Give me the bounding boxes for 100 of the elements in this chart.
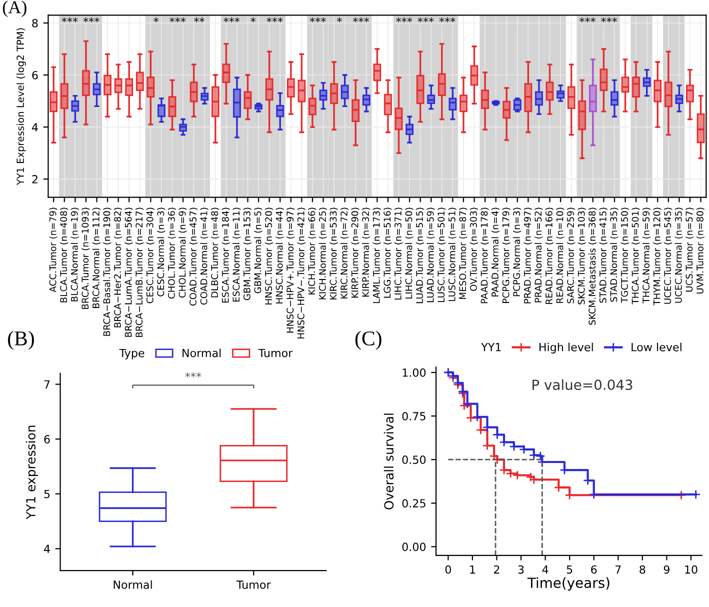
x-tick-label: MESO.Tumor (n=87) — [459, 208, 468, 299]
band-label: *** — [266, 17, 283, 22]
x-tick-label: ESCA.Normal (n=11) — [232, 208, 241, 302]
band-label: *** — [170, 17, 186, 22]
chart-title: (B) — [8, 330, 34, 350]
legend-label: Low level — [632, 342, 682, 352]
x-tick-label: BRCA−Her2.Tumor (n=82) — [114, 208, 122, 328]
x-tick-label: 7 — [616, 565, 621, 574]
y-tick-label: 0.75 — [402, 412, 426, 420]
x-tick-label: BLCA.Normal (n=19) — [70, 208, 79, 302]
x-tick-label: OV.Tumor (n=303) — [470, 208, 478, 291]
legend-label: High level — [539, 342, 593, 354]
annotation: P value=0.043 — [532, 379, 632, 390]
x-tick-label: COAD.Tumor (n=457) — [189, 208, 198, 306]
annotation: *** — [185, 372, 202, 378]
x-tick-label: BRCA−LumB.Tumor (n=217) — [135, 208, 144, 337]
x-tick-label: READ.Normal (n=10) — [556, 208, 564, 303]
x-tick-label: KIRC.Normal (n=72) — [340, 208, 349, 298]
x-tick-label: CESC.Normal (n=3) — [157, 208, 166, 296]
band-label: *** — [224, 17, 240, 22]
x-tick-label: COAD.Normal (n=41) — [200, 208, 208, 305]
legend-label: Tumor — [258, 348, 293, 358]
legend-title: YY1 — [481, 343, 501, 352]
x-tick-label: CHOL.Normal (n=9) — [178, 208, 187, 298]
y-tick-label: 6 — [32, 70, 38, 80]
x-tick-label: STAD.Tumor (n=415) — [599, 208, 608, 303]
y-tick-label: 0.00 — [402, 542, 426, 552]
x-tick-label: UCEC.Tumor (n=545) — [664, 208, 672, 304]
y-tick-label: 2 — [32, 175, 38, 184]
band-label: *** — [418, 17, 434, 22]
band-label: *** — [601, 17, 618, 22]
x-tick-label: HNSC−HPV−.Tumor (n=421) — [297, 208, 306, 338]
x-tick-label: UVM.Tumor (n=80) — [696, 208, 705, 294]
x-tick-label: HNSC.Normal (n=44) — [276, 208, 284, 304]
band-label: * — [154, 17, 159, 22]
band-label: *** — [580, 17, 596, 22]
chart-title: (A) — [2, 0, 26, 17]
x-tick-label: LGG.Tumor (n=516) — [384, 208, 392, 298]
x-tick-label: THCA.Normal (n=59) — [642, 208, 651, 304]
x-tick-label: UCEC.Normal (n=35) — [674, 208, 683, 303]
x-tick-label: KICH.Normal (n=25) — [318, 208, 327, 300]
x-tick-label: HNSC.Tumor (n=520) — [264, 208, 274, 304]
x-tick-label: SARC.Tumor (n=259) — [566, 208, 576, 304]
y-tick-label: 0.25 — [402, 499, 426, 508]
y-axis-title: YY1 Expression Level (log2 TPM) — [16, 28, 26, 186]
x-tick-label: PRAD.Tumor (n=497) — [524, 208, 532, 304]
x-tick-label: THYM.Tumor (n=120) — [653, 208, 662, 306]
x-tick-label: BRCA.Tumor (n=1093) — [82, 208, 90, 309]
x-tick-label: SKCM.Metastasis (n=368) — [588, 208, 597, 325]
band-label: ** — [194, 17, 204, 22]
x-tick-label: ESCA.Tumor (n=184) — [222, 208, 230, 303]
legend-title: Type — [119, 348, 144, 360]
band-label: *** — [310, 17, 326, 22]
x-tick-label: LUSC.Tumor (n=501) — [437, 208, 446, 302]
x-tick-label: 9 — [664, 565, 670, 574]
x-tick-label: STAD.Normal (n=35) — [610, 208, 618, 302]
x-tick-label: PCPG.Tumor (n=179) — [502, 208, 510, 303]
y-tick-label: 5 — [44, 490, 50, 498]
x-tick-label: LUAD.Tumor (n=515) — [416, 208, 424, 304]
x-tick-label: CHOL.Tumor (n=36) — [168, 208, 176, 299]
x-tick-label: KIRC.Tumor (n=533) — [330, 208, 338, 300]
x-tick-label: LAML.Tumor (n=173) — [372, 208, 381, 303]
band-label: *** — [439, 17, 456, 22]
x-tick-label: GBM.Tumor (n=153) — [243, 208, 252, 300]
x-tick-label: HNSC−HPV+.Tumor (n=97) — [286, 208, 295, 333]
y-tick-label: 0.50 — [402, 456, 426, 464]
x-tick-label: 10 — [685, 565, 698, 574]
y-tick-label: 1.00 — [402, 368, 426, 377]
x-tick-label: LIHC.Tumor (n=371) — [394, 208, 402, 300]
y-axis-title: YY1 expression — [26, 426, 38, 520]
x-tick-label: 3 — [518, 565, 524, 574]
band-label: * — [336, 17, 342, 22]
x-tick-label: KIRP.Tumor (n=290) — [351, 208, 360, 298]
y-tick-label: 8 — [32, 18, 38, 28]
y-tick-label: 4 — [32, 123, 38, 132]
x-tick-label: READ.Tumor (n=166) — [545, 208, 554, 304]
x-tick-label: SKCM.Tumor (n=103) — [578, 208, 586, 304]
x-tick-label: BRCA.Normal (n=112) — [92, 208, 100, 308]
x-tick-label: THCA.Tumor (n=501) — [632, 208, 640, 304]
legend-label: Normal — [182, 348, 221, 358]
x-axis-title: Time(years) — [527, 577, 610, 591]
x-tick-label: CESC.Tumor (n=304) — [146, 208, 154, 304]
x-tick-label: 6 — [591, 565, 597, 574]
y-axis-title: Overall survival — [384, 414, 394, 510]
x-tick-label: BLCA.Tumor (n=408) — [60, 208, 68, 302]
chart-title: (C) — [355, 330, 382, 350]
x-tick-label: 4 — [542, 565, 548, 574]
y-tick-label: 7 — [44, 380, 50, 388]
x-tick-label: KIRP.Normal (n=32) — [362, 208, 370, 297]
x-tick-label: 5 — [566, 565, 572, 574]
x-tick-label: PRAD.Normal (n=52) — [534, 208, 543, 302]
x-tick-label: BRCA−Basal.Tumor (n=190) — [103, 208, 112, 336]
band-label: * — [250, 17, 256, 22]
band-label: *** — [83, 17, 100, 22]
x-tick-label: 2 — [494, 565, 500, 574]
x-tick-label: ACC.Tumor (n=79) — [49, 208, 58, 292]
x-tick-label: PAAD.Tumor (n=178) — [480, 208, 489, 304]
x-tick-label: 1 — [470, 565, 475, 574]
x-tick-label: GBM.Normal (n=5) — [254, 208, 262, 294]
y-tick-label: 4 — [44, 544, 50, 553]
